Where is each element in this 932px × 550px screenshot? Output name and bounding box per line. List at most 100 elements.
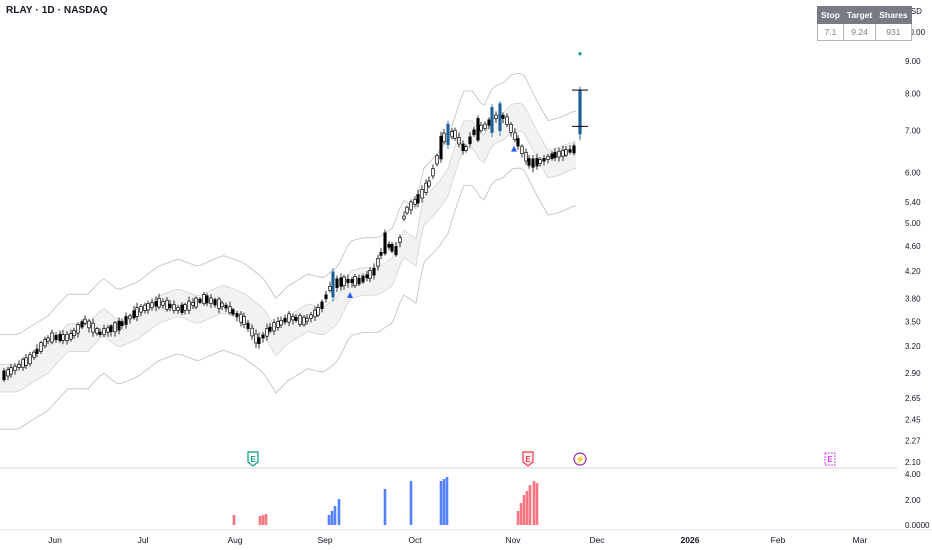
candle-body-down xyxy=(573,146,576,153)
candle-body-up xyxy=(158,298,161,307)
candle-body-down xyxy=(59,334,62,340)
candle-body-up xyxy=(44,340,47,346)
candle-body-up xyxy=(77,324,80,333)
candle-body-up xyxy=(562,150,565,156)
candle-body-down xyxy=(347,279,350,283)
candle-body-down xyxy=(473,130,476,135)
candle-body-down xyxy=(236,313,239,316)
candle-body-up xyxy=(107,328,110,332)
candle-body-up xyxy=(22,359,25,367)
volume-axis[interactable]: 4.00 2.00 0.0000 xyxy=(905,470,930,530)
price-axis[interactable]: 10.00 9.00 8.00 7.00 6.00 5.40 5.00 4.60 4.20 3.8… xyxy=(905,28,926,467)
candle-body-up xyxy=(18,364,21,367)
candle-body-down xyxy=(225,305,228,308)
candle-body-up xyxy=(547,156,550,159)
candle-body-up xyxy=(495,115,498,119)
candle-body-up xyxy=(303,317,306,325)
candle-body-up xyxy=(73,330,76,335)
candle-body-down xyxy=(155,301,158,306)
volume-bar xyxy=(526,491,529,525)
candle-body-down xyxy=(295,317,298,321)
candle-body-up xyxy=(221,303,224,307)
candle-body-up xyxy=(288,314,291,322)
event-marker-label: E xyxy=(250,455,256,464)
candle-body-up xyxy=(96,329,99,334)
candle-body-up xyxy=(151,303,154,308)
candle-body-up xyxy=(144,305,147,310)
candle-body-up xyxy=(377,259,380,267)
price-tick-label: 2.45 xyxy=(905,416,921,425)
candle-body-up xyxy=(162,302,165,306)
candle-body-down xyxy=(551,154,554,159)
candle-body-up xyxy=(399,238,402,243)
candle-body-down xyxy=(384,233,387,254)
volume-bar xyxy=(440,481,443,525)
candle-body-up xyxy=(129,316,132,319)
volume-bar xyxy=(262,515,265,525)
volume-tick-label: 2.00 xyxy=(905,496,921,505)
candle-body-down xyxy=(380,252,383,255)
candle-body-down xyxy=(336,279,339,288)
price-tick-label: 6.00 xyxy=(905,169,921,178)
candle-body-up xyxy=(229,307,232,313)
candle-body-up xyxy=(525,152,528,161)
candle-body-down xyxy=(199,299,202,303)
volume-bar xyxy=(443,479,446,525)
volume-bar xyxy=(410,481,413,525)
stop-header: Stop xyxy=(818,7,844,24)
volume-bar xyxy=(331,511,334,525)
candle-body-down xyxy=(532,159,535,168)
breakout-candle-body xyxy=(578,90,581,134)
candle-body-up xyxy=(510,124,513,132)
candle-body-down xyxy=(477,118,480,140)
price-tick-label: 3.20 xyxy=(905,342,921,351)
candle-body-up xyxy=(88,321,91,328)
candle-body-up xyxy=(147,303,150,310)
volume-bar xyxy=(529,485,532,525)
candle-body-up xyxy=(329,286,332,290)
candle-body-up xyxy=(84,319,87,323)
candle-body-up xyxy=(184,305,187,311)
candle-body-down xyxy=(388,244,391,247)
candle-body-down xyxy=(554,152,557,158)
candle-body-up xyxy=(33,352,36,357)
candle-body-up xyxy=(47,338,50,341)
candle-body-up xyxy=(266,328,269,336)
volume-bar xyxy=(517,511,520,525)
symbol-title[interactable]: RLAY · 1D · NASDAQ xyxy=(6,5,108,16)
candle-body-down xyxy=(462,144,465,151)
candle-body-up xyxy=(136,308,139,317)
candle-body-up xyxy=(280,320,283,325)
candle-body-down xyxy=(55,335,58,340)
candle-body-down xyxy=(543,158,546,161)
volume-bar xyxy=(233,515,236,525)
candle-body-down xyxy=(536,158,539,166)
candle-body-up xyxy=(332,272,335,297)
stop-value: 7.1 xyxy=(818,24,844,41)
candle-body-up xyxy=(443,133,446,142)
time-axis[interactable]: Jun Jul Aug Sep Oct Nov Dec 2026 Feb Mar xyxy=(48,535,867,545)
candle-body-down xyxy=(262,335,265,338)
volume-bar xyxy=(338,499,341,525)
candle-body-down xyxy=(232,310,235,315)
candle-body-down xyxy=(169,304,172,308)
volume-bar xyxy=(520,503,523,525)
candle-body-up xyxy=(240,314,243,322)
candle-body-up xyxy=(425,183,428,192)
inner-band-lower xyxy=(0,131,576,392)
candle-body-up xyxy=(484,124,487,129)
candle-body-down xyxy=(36,349,39,354)
candle-body-up xyxy=(173,304,176,310)
candle-body-down xyxy=(340,278,343,287)
candle-body-up xyxy=(62,335,65,341)
candle-body-up xyxy=(66,334,69,340)
candle-body-down xyxy=(325,295,328,299)
candle-body-up xyxy=(188,301,191,310)
candle-body-up xyxy=(140,307,143,313)
price-tick-label: 2.10 xyxy=(905,458,921,467)
month-tick-label: Aug xyxy=(227,535,242,545)
candle-body-up xyxy=(292,316,295,320)
candle-body-down xyxy=(469,137,472,144)
shares-header: Shares xyxy=(876,7,911,24)
